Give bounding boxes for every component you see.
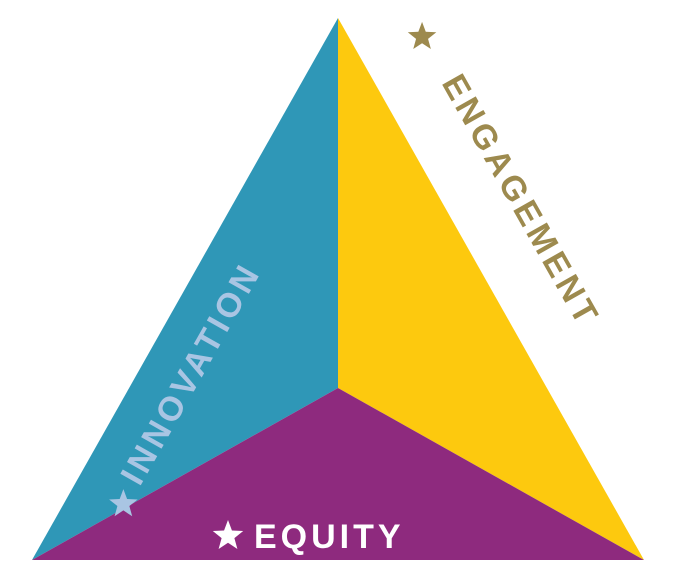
star-icon <box>408 22 437 49</box>
triangle-diagram: INNOVATIONENGAGEMENTEQUITY <box>0 0 676 586</box>
label-equity: EQUITY <box>254 518 405 556</box>
